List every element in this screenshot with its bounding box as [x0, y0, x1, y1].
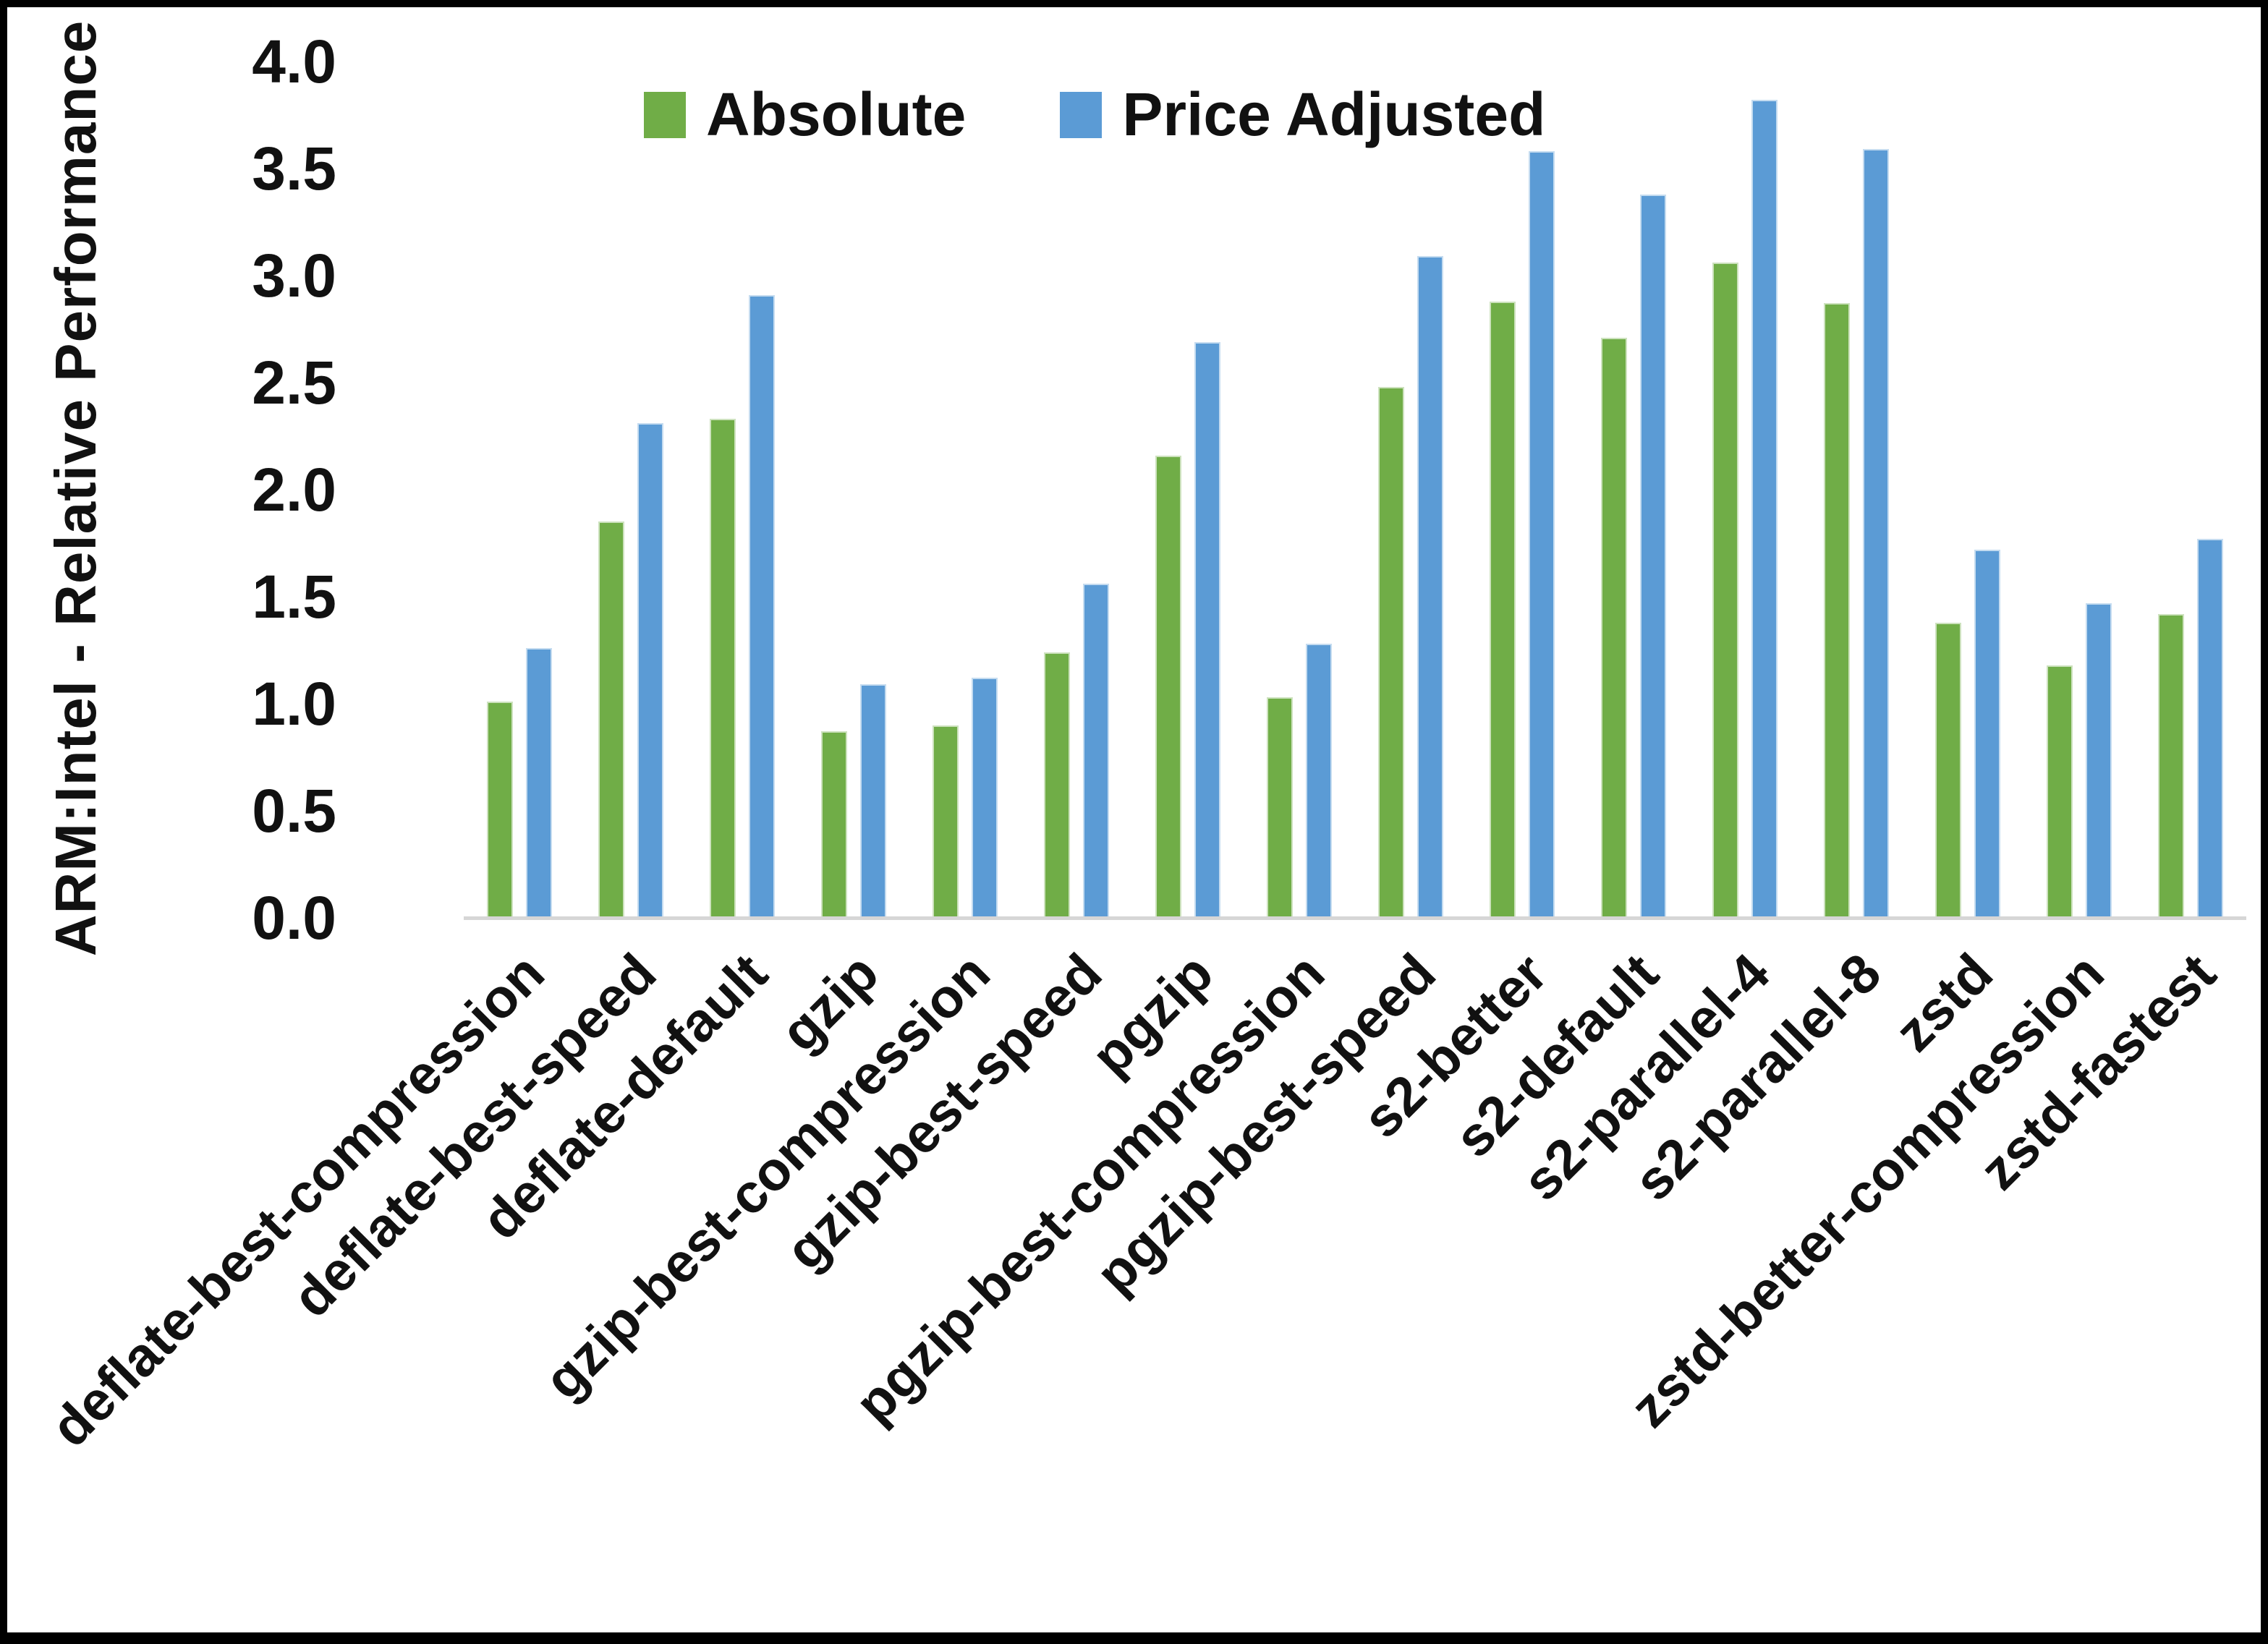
x-axis-line: [464, 916, 2246, 920]
y-tick-label: 0.0: [252, 884, 336, 952]
legend: Absolute Price Adjusted: [644, 80, 1545, 150]
bar-price-adjusted: [1194, 342, 1220, 918]
bar-price-adjusted: [2086, 603, 2112, 918]
category-label: pgzip: [1079, 942, 1225, 1088]
category-label: s2-default: [1443, 942, 1670, 1170]
bar-absolute: [1490, 302, 1516, 918]
y-tick-label: 4.0: [252, 27, 336, 95]
bar-absolute: [1935, 623, 1961, 918]
bar-absolute: [1267, 697, 1293, 918]
y-tick-label: 3.0: [252, 242, 336, 310]
bar-price-adjusted: [1863, 149, 1889, 918]
bar-price-adjusted: [526, 648, 552, 918]
category-label: s2-parallel-8: [1623, 942, 1893, 1213]
bar-absolute: [710, 419, 736, 918]
bar-price-adjusted: [1529, 151, 1555, 918]
legend-swatch-price-adjusted: [1060, 91, 1103, 138]
y-tick-label: 3.5: [252, 135, 336, 203]
bar-price-adjusted: [1751, 100, 1778, 918]
bar-price-adjusted: [1640, 195, 1666, 918]
category-label: s2-parallel-4: [1511, 942, 1782, 1213]
legend-label: Price Adjusted: [1122, 80, 1546, 148]
bar-price-adjusted: [1974, 550, 2000, 918]
legend-swatch-absolute: [644, 91, 686, 138]
y-tick-label: 2.0: [252, 456, 336, 524]
category-label: pgzip-best-compression: [843, 942, 1336, 1435]
bar-absolute: [2158, 614, 2184, 918]
category-label: deflate-best-compression: [39, 942, 556, 1459]
bar-price-adjusted: [637, 423, 663, 918]
category-label: gzip-best-speed: [773, 942, 1113, 1282]
bar-price-adjusted: [972, 678, 998, 918]
category-label: gzip: [769, 942, 891, 1064]
category-label: deflate-best-speed: [280, 942, 668, 1329]
bar-absolute: [933, 725, 959, 918]
y-tick-label: 2.5: [252, 349, 336, 417]
bar-price-adjusted: [1083, 584, 1109, 918]
category-label: s2-better: [1351, 942, 1559, 1150]
bar-price-adjusted: [1417, 256, 1443, 918]
bar-absolute: [1378, 387, 1404, 918]
bar-absolute: [1601, 338, 1627, 918]
y-tick-label: 1.0: [252, 670, 336, 738]
bar-absolute: [821, 731, 847, 918]
bar-price-adjusted: [860, 684, 886, 918]
y-axis-title: ARM:Intel - Relative Performance: [43, 20, 108, 957]
legend-item-price-adjusted: Price Adjusted: [1060, 80, 1545, 150]
category-label: gzip-best-compression: [532, 942, 1002, 1412]
legend-label: Absolute: [706, 80, 967, 148]
bar-price-adjusted: [749, 295, 775, 918]
category-label: deflate-default: [470, 942, 779, 1252]
category-label: zstd-fastest: [1968, 942, 2227, 1202]
y-tick-label: 0.5: [252, 777, 336, 845]
bar-absolute: [1824, 303, 1850, 918]
bar-price-adjusted: [2197, 539, 2223, 918]
bar-price-adjusted: [1306, 644, 1332, 918]
bar-absolute: [487, 702, 513, 918]
category-label: zstd-better-compression: [1618, 942, 2116, 1439]
bar-absolute: [598, 521, 624, 918]
legend-item-absolute: Absolute: [644, 80, 966, 150]
bar-absolute: [1712, 263, 1738, 918]
y-tick-label: 1.5: [252, 563, 336, 631]
category-label: zstd: [1883, 942, 2005, 1064]
bar-absolute: [1155, 456, 1181, 918]
bar-absolute: [1044, 652, 1070, 918]
category-label: pgzip-best-speed: [1084, 942, 1448, 1306]
bar-absolute: [2047, 665, 2073, 918]
